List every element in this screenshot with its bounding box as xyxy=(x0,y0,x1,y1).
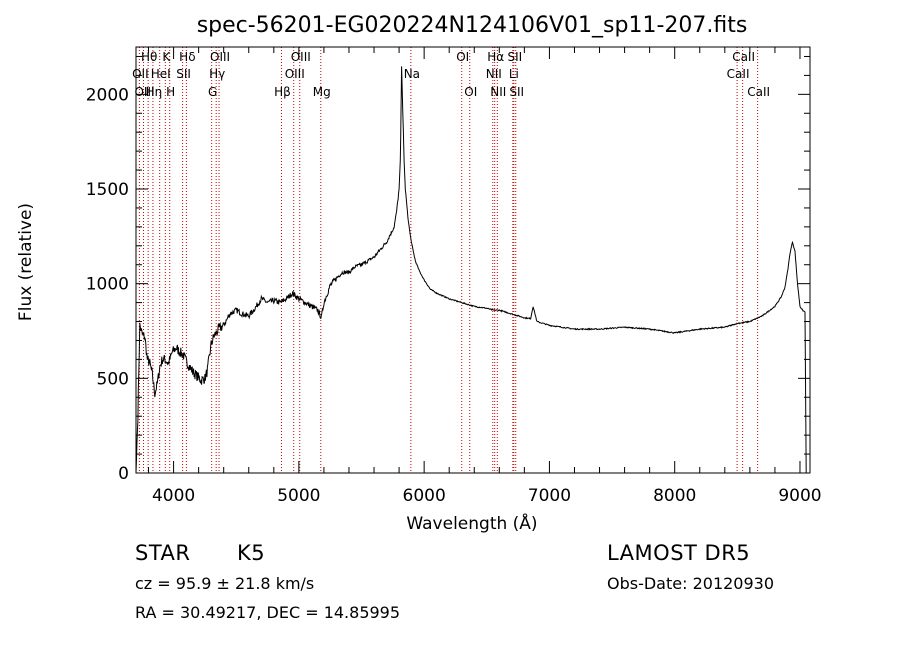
line-label-15: Mg xyxy=(313,85,331,99)
x-axis-ticks: 4000 5000 6000 7000 8000 9000 xyxy=(148,47,822,506)
line-label-1: OII xyxy=(132,67,149,81)
x-tick-label: 8000 xyxy=(653,486,696,506)
line-label-8: SII xyxy=(176,67,191,81)
line-label-6: H xyxy=(166,85,175,99)
line-label-27: CaII xyxy=(747,85,770,99)
line-label-3: Hη xyxy=(146,85,163,99)
coordinates-readout: RA = 30.49217, DEC = 14.85995 xyxy=(135,603,401,622)
x-tick-label: 6000 xyxy=(403,486,446,506)
line-label-26: CaII xyxy=(727,67,750,81)
line-label-20: NII xyxy=(486,67,502,81)
line-label-9: OIII xyxy=(210,50,230,64)
line-label-11: G xyxy=(208,85,217,99)
y-tick-label: 0 xyxy=(118,464,129,484)
x-tick-label: 9000 xyxy=(778,486,821,506)
line-label-22: SII xyxy=(507,50,522,64)
object-subclass: K5 xyxy=(237,541,266,565)
y-axis-ticks: 0 500 1000 1500 2000 xyxy=(86,55,810,484)
line-label-2: OIII xyxy=(134,85,154,99)
line-label-13: OIII xyxy=(291,50,311,64)
y-tick-label: 1000 xyxy=(86,275,129,295)
line-label-23: Li xyxy=(509,67,519,81)
line-label-14: OIII xyxy=(285,67,305,81)
spectral-line-markers xyxy=(138,47,759,473)
plot-frame xyxy=(135,46,811,474)
x-axis-label: Wavelength (Å) xyxy=(406,512,537,534)
line-label-4: K xyxy=(162,50,171,64)
line-label-0: Hθ xyxy=(141,50,157,64)
y-tick-label: 500 xyxy=(97,369,129,389)
redshift-readout: cz = 95.9 ± 21.8 km/s xyxy=(135,574,315,593)
line-label-10: Hγ xyxy=(209,67,225,81)
line-label-19: Hα xyxy=(487,50,504,64)
line-label-17: OI xyxy=(456,50,469,64)
observation-date: Obs-Date: 20120930 xyxy=(607,574,775,593)
line-label-16: Na xyxy=(404,67,420,81)
line-label-5: HeI xyxy=(151,67,171,81)
survey-name: LAMOST DR5 xyxy=(607,541,751,565)
object-class: STAR xyxy=(135,541,191,565)
chart-title: spec-56201-EG020224N124106V01_sp11-207.f… xyxy=(197,13,748,38)
line-label-21: NII xyxy=(490,85,506,99)
line-label-18: OI xyxy=(464,85,477,99)
y-tick-label: 1500 xyxy=(86,180,129,200)
x-tick-label: 5000 xyxy=(277,486,320,506)
spectrum-line xyxy=(135,66,808,474)
line-label-7: Hδ xyxy=(179,50,195,64)
line-label-12: Hβ xyxy=(274,85,291,99)
x-tick-label: 4000 xyxy=(152,486,195,506)
x-tick-label: 7000 xyxy=(528,486,571,506)
y-axis-label: Flux (relative) xyxy=(16,203,36,321)
y-tick-label: 2000 xyxy=(86,85,129,105)
line-label-24: SII xyxy=(509,85,524,99)
line-label-25: CaII xyxy=(732,50,755,64)
